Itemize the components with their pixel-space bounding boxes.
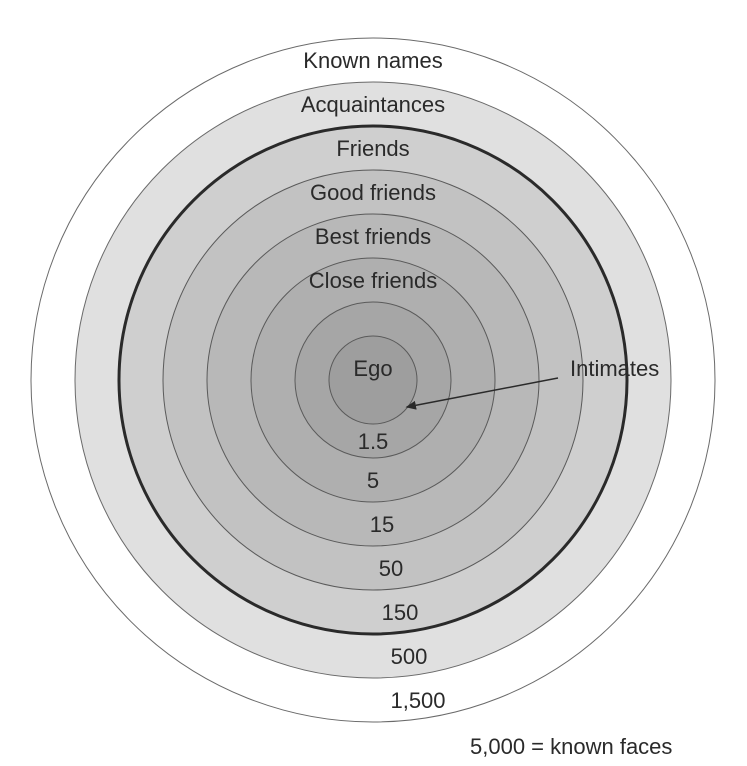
ring-label-friends: Friends (336, 136, 409, 161)
ring-label-known-names: Known names (303, 48, 442, 73)
ring-label-acquaintances: Acquaintances (301, 92, 445, 117)
ring-value-known-names: 1,500 (390, 688, 445, 713)
ring-value-friends: 150 (382, 600, 419, 625)
footer-group: 5,000 = known faces (470, 734, 672, 759)
ring-label-ego: Ego (353, 356, 392, 381)
ring-label-best-friends: Best friends (315, 224, 431, 249)
ring-label-good-friends: Good friends (310, 180, 436, 205)
concentric-diagram: Ego Close friends Best friends Good friends… (0, 0, 747, 766)
diagram-stage: Ego Close friends Best friends Good friends… (0, 0, 747, 766)
ring-value-intimates: 1.5 (358, 429, 389, 454)
ring-label-close-friends: Close friends (309, 268, 437, 293)
footer-label: 5,000 = known faces (470, 734, 672, 759)
ring-value-good-friends: 50 (379, 556, 403, 581)
ring-value-close-friends: 5 (367, 468, 379, 493)
ring-value-best-friends: 15 (370, 512, 394, 537)
callout-label-intimates: Intimates (570, 356, 659, 381)
ring-value-acquaintances: 500 (391, 644, 428, 669)
